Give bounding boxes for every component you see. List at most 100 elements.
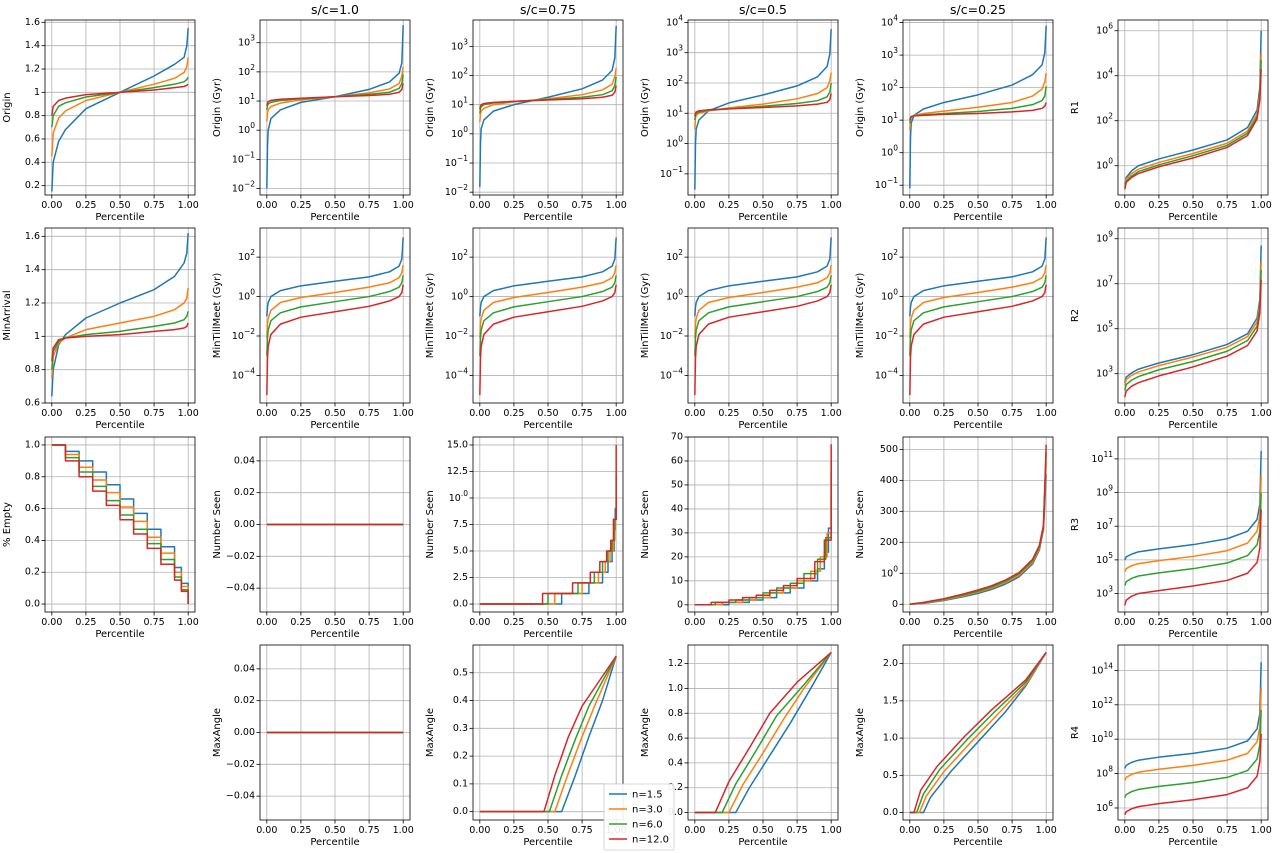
y-tick-label: −0.02 [226, 551, 255, 562]
y-tick-label: 30 [671, 527, 683, 538]
y-tick-label: 0.3 [453, 723, 468, 734]
x-tick-label: 0.25 [1148, 617, 1169, 628]
y-tick-label: 104 [666, 13, 683, 28]
x-axis-label: Percentile [310, 420, 359, 431]
y-tick-label: 70 [671, 432, 683, 443]
subplot-r1c2: 0.00 0.25 0.50 0.75 1.00 10−4 10−2 100 102 Percen… [425, 227, 627, 431]
legend-box [603, 783, 675, 851]
series-line-n=1.5 [266, 237, 404, 317]
series-line-n=6.0 [909, 652, 1047, 814]
legend: n=1.5 n=3.0 n=6.0 n=12.0 [603, 783, 675, 851]
y-tick-label: 1.2 [668, 658, 683, 669]
x-tick-label: 0.75 [359, 617, 380, 628]
y-tick-label: 1014 [1091, 661, 1113, 676]
x-axis-label: Percentile [953, 629, 1002, 640]
x-axis-label: Percentile [738, 212, 787, 223]
y-tick-label: −0.02 [226, 759, 255, 770]
y-tick-label: 40 [671, 503, 683, 514]
x-tick-label: 0.75 [144, 617, 165, 628]
series-line-n=3.0 [266, 264, 404, 338]
y-tick-label: 500 [880, 444, 898, 455]
y-tick-label: 0.00 [234, 727, 255, 738]
series-line-n=12.0 [1124, 68, 1262, 190]
series-line-n=1.5 [1124, 450, 1262, 561]
y-tick-label: 106 [1096, 799, 1113, 814]
y-axis-label: Origin (Gyr) [855, 78, 866, 137]
column-title: s/c=0.25 [950, 2, 1006, 17]
y-tick-label: 1.2 [25, 64, 40, 75]
x-axis-label: Percentile [523, 420, 572, 431]
series-group [694, 651, 832, 814]
x-tick-label: 0.25 [933, 408, 954, 419]
x-tick-label: 0.50 [324, 825, 345, 836]
y-tick-label: 10−2 [445, 183, 468, 198]
series-line-n=1.5 [909, 25, 1047, 189]
y-tick-label: 100 [451, 125, 468, 140]
y-tick-label: 0.4 [668, 757, 683, 768]
y-axis-label: MaxAngle [640, 708, 651, 757]
x-axis-label: Percentile [523, 629, 572, 640]
y-tick-label: 0.02 [234, 695, 255, 706]
y-tick-label: 5.0 [453, 546, 468, 557]
y-axis-label: MinTillMeet (Gyr) [425, 273, 436, 359]
x-axis-label: Percentile [953, 420, 1002, 431]
x-tick-label: 0.25 [75, 200, 96, 211]
series-line-n=12.0 [266, 83, 404, 106]
series-group [479, 237, 617, 396]
y-tick-label: 1.0 [25, 439, 40, 450]
x-tick-label: 0.25 [503, 617, 524, 628]
y-tick-label: 10−2 [660, 327, 683, 342]
subplot-r3c2: 0.000.250.500.751.000.00.10.20.30.40.5Pe… [425, 644, 627, 848]
series-group [909, 652, 1047, 814]
y-tick-label: 102 [666, 74, 683, 89]
x-tick-label: 0.75 [572, 617, 593, 628]
series-line-n=1.5 [694, 652, 832, 814]
y-axis-label: MinTillMeet (Gyr) [855, 273, 866, 359]
series-line-n=12.0 [909, 102, 1047, 121]
y-tick-label: −0.04 [226, 583, 255, 594]
y-tick-label: 101 [666, 104, 683, 119]
series-line-n=6.0 [1124, 709, 1262, 798]
x-tick-label: 0.00 [899, 617, 920, 628]
series-line-n=6.0 [1124, 492, 1262, 586]
axes-frame [259, 19, 411, 196]
subplot-r2c0: 0.00 0.25 0.50 0.75 1.00 0.0 0.2 0.4 0.6 0.8 1.0 Pe… [2, 436, 199, 640]
x-axis-label: Percentile [95, 420, 144, 431]
series-line-n=12.0 [479, 655, 617, 813]
y-tick-label: 10−2 [232, 180, 255, 195]
series-line-n=1.5 [694, 29, 832, 190]
subplot-r0c2: 0.00 0.25 0.50 0.75 1.00 10−2 10−1 100 101 102 103… [425, 19, 627, 223]
x-tick-label: 1.00 [821, 200, 842, 211]
column-titles: s/c=1.0 s/c=0.75 s/c=0.5 s/c=0.25 [311, 2, 1006, 17]
series-line-n=6.0 [479, 275, 617, 356]
subplot-r1c3: 0.00 0.25 0.50 0.75 1.00 10−4 10−2 100 102 Percen… [640, 227, 842, 431]
x-tick-label: 0.50 [1182, 825, 1203, 836]
y-tick-label: 0.6 [668, 733, 683, 744]
x-tick-label: 0.25 [933, 825, 954, 836]
x-tick-label: 0.00 [684, 617, 705, 628]
y-tick-label: 10−1 [232, 150, 255, 165]
y-tick-label: −0.04 [226, 791, 255, 802]
y-tick-label: 100 [666, 135, 683, 150]
x-tick-label: 0.00 [41, 200, 62, 211]
series-line-n=12.0 [266, 284, 404, 396]
axes-frame [259, 227, 411, 404]
x-tick-label: 0.75 [572, 408, 593, 419]
x-tick-label: 0.00 [899, 825, 920, 836]
series-group [909, 444, 1047, 606]
y-tick-label: 103 [1096, 585, 1113, 600]
y-tick-label: 103 [451, 37, 468, 52]
subplot-r3c5: 0.00 0.25 0.50 0.75 1.00 106 108 1010 1012 1014 Pe… [1070, 644, 1272, 848]
axes-frame [44, 19, 196, 196]
x-tick-label: 0.50 [324, 408, 345, 419]
x-tick-label: 0.75 [787, 200, 808, 211]
y-axis-label: Number Seen [425, 490, 436, 558]
axes-frame [259, 644, 411, 821]
y-axis-label: Origin (Gyr) [425, 78, 436, 137]
y-axis-label: MaxAngle [212, 708, 223, 757]
y-axis-label: Number Seen [212, 490, 223, 558]
x-axis-label: Percentile [523, 212, 572, 223]
axes-frame [902, 19, 1054, 196]
y-tick-label: 0.8 [25, 364, 40, 375]
y-tick-label: 1 [34, 331, 40, 342]
